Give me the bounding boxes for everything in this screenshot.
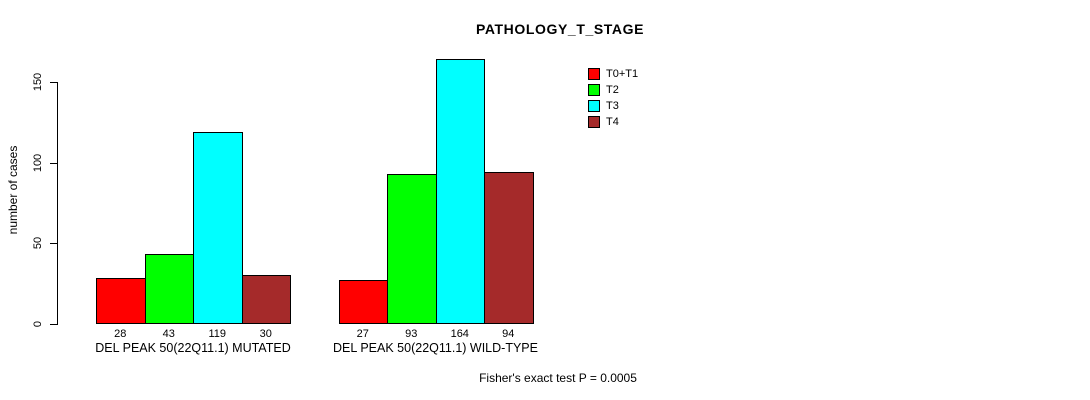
legend-label: T0+T1 xyxy=(606,67,639,80)
bar-value-label: 27 xyxy=(356,328,369,340)
category-label: DEL PEAK 50(22Q11.1) MUTATED xyxy=(95,341,291,355)
legend: T0+T1 T2 T3 T4 xyxy=(588,66,638,130)
y-tick xyxy=(50,243,57,244)
y-axis-line xyxy=(57,82,58,325)
bar xyxy=(241,275,291,325)
bar xyxy=(144,254,194,325)
y-tick-label: 50 xyxy=(32,236,44,250)
bar-value-label: 28 xyxy=(114,328,127,340)
legend-swatch xyxy=(588,68,600,80)
y-tick xyxy=(50,82,57,83)
legend-swatch xyxy=(588,84,600,96)
bar-value-label: 94 xyxy=(502,328,515,340)
bar-value-label: 93 xyxy=(405,328,418,340)
legend-item: T4 xyxy=(588,114,638,130)
legend-label: T4 xyxy=(606,115,619,128)
bar-value-label: 30 xyxy=(259,328,272,340)
y-tick xyxy=(50,162,57,164)
y-tick-label: 0 xyxy=(32,320,44,327)
bar xyxy=(387,173,437,325)
bar xyxy=(193,131,243,325)
y-tick-label: 100 xyxy=(32,153,44,172)
legend-item: T0+T1 xyxy=(588,66,638,82)
bar xyxy=(435,59,485,325)
legend-item: T3 xyxy=(588,98,638,114)
legend-label: T3 xyxy=(606,99,619,112)
legend-item: T2 xyxy=(588,82,638,98)
bar xyxy=(484,172,534,325)
chart-title: PATHOLOGY_T_STAGE xyxy=(475,21,645,37)
bar xyxy=(96,278,146,325)
statistical-test-note: Fisher's exact test P = 0.0005 xyxy=(479,371,637,385)
legend-swatch xyxy=(588,116,600,128)
legend-swatch xyxy=(588,100,600,112)
bar-value-label: 164 xyxy=(450,328,469,340)
y-tick-label: 150 xyxy=(32,72,44,92)
legend-label: T2 xyxy=(606,83,619,96)
y-axis-label: number of cases xyxy=(6,145,20,235)
category-label: DEL PEAK 50(22Q11.1) WILD-TYPE xyxy=(333,341,538,355)
y-tick xyxy=(50,323,57,325)
bar-value-label: 119 xyxy=(208,328,227,340)
bar xyxy=(338,280,388,325)
bar-value-label: 43 xyxy=(162,328,175,340)
